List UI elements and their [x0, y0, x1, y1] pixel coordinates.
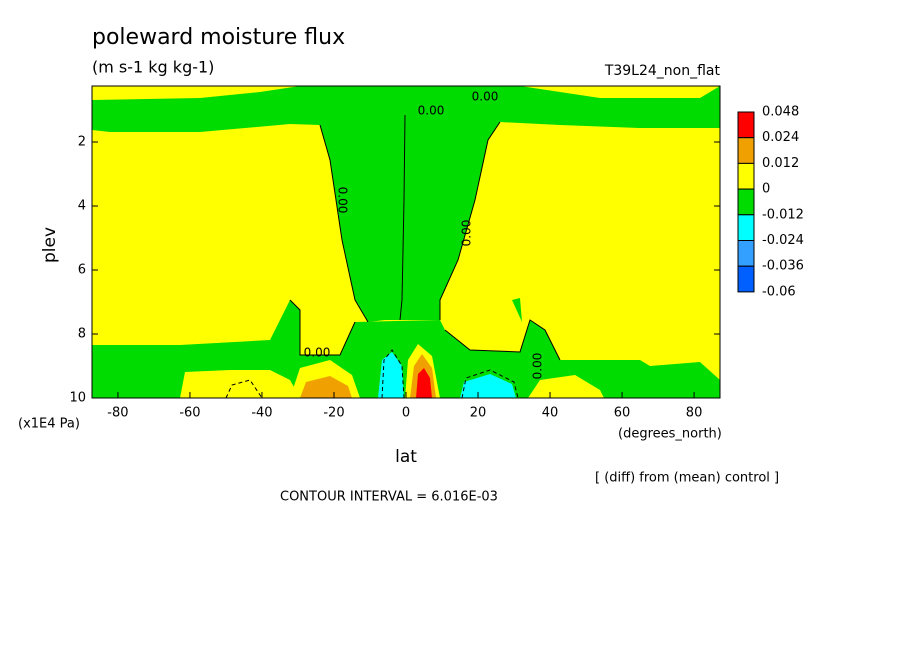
contour-label: 0.00 — [531, 353, 545, 380]
x-tick-label: 60 — [614, 406, 631, 421]
x-tick-label: -20 — [323, 406, 344, 421]
x-tick-label: 20 — [470, 406, 487, 421]
colorbar-box — [737, 265, 755, 293]
contour-line — [289, 299, 356, 356]
contour-line — [225, 379, 263, 399]
colorbar-label: 0 — [762, 182, 770, 197]
colorbar-box — [737, 214, 755, 242]
x-tick-label: 80 — [686, 406, 703, 421]
colorbar-label: -0.06 — [762, 284, 796, 299]
y-axis-label: plev — [40, 227, 60, 263]
y-tick-label: 2 — [78, 135, 86, 150]
y-tick-label: 10 — [69, 391, 86, 406]
contour-label: 0.00 — [418, 104, 445, 118]
fill-region — [416, 368, 432, 398]
fill-region — [460, 374, 516, 398]
x-unit-label: (degrees_north) — [618, 427, 722, 442]
colorbar-box — [737, 188, 755, 216]
fill-region — [180, 370, 300, 398]
x-tick-label: -60 — [179, 406, 200, 421]
contour-line — [439, 121, 501, 320]
fill-region — [92, 86, 720, 322]
colorbar-label: -0.012 — [762, 207, 804, 222]
y-tick-label: 8 — [78, 327, 86, 342]
colorbar-label: -0.024 — [762, 233, 804, 248]
x-tick-label: -80 — [107, 406, 128, 421]
contour-interval: CONTOUR INTERVAL = 6.016E-03 — [280, 490, 498, 505]
chart-subtitle: (m s-1 kg kg-1) — [92, 58, 214, 77]
x-axis-label: lat — [395, 447, 417, 467]
x-tick-label: -40 — [251, 406, 272, 421]
fill-region — [512, 298, 522, 322]
contour-label: 0.00 — [304, 346, 331, 360]
contour-line — [399, 114, 406, 321]
fill-region — [300, 376, 352, 398]
y-tick-label: 4 — [78, 199, 86, 214]
contour-line — [444, 319, 561, 361]
colorbar-label: 0.012 — [762, 156, 799, 171]
fill-region — [378, 352, 404, 398]
run-label: T39L24_non_flat — [604, 63, 721, 79]
colorbar-label: -0.036 — [762, 259, 804, 274]
x-tick-label: 0 — [402, 406, 410, 421]
chart-title: poleward moisture flux — [92, 25, 345, 50]
contour-label: 0.00 — [460, 220, 474, 247]
x-tick-label: 40 — [542, 406, 559, 421]
contour-lines — [225, 114, 561, 399]
contour-line — [319, 124, 369, 323]
contour-label: 0.00 — [336, 187, 350, 214]
colorbar-label: 0.048 — [762, 105, 799, 120]
contour-line — [381, 349, 405, 399]
fill-region — [528, 375, 604, 398]
colorbar-box — [737, 111, 755, 139]
y-unit-label: (x1E4 Pa) — [18, 417, 80, 432]
note: [ (diff) from (mean) control ] — [595, 471, 779, 486]
contour-line — [461, 369, 519, 399]
y-tick-label: 6 — [78, 263, 86, 278]
colorbar-box — [737, 162, 755, 190]
colorbar-label: 0.024 — [762, 130, 799, 145]
contour-fill — [92, 86, 720, 398]
colorbar-box — [737, 240, 755, 267]
colorbar-box — [737, 137, 755, 164]
contour-label: 0.00 — [472, 90, 499, 104]
